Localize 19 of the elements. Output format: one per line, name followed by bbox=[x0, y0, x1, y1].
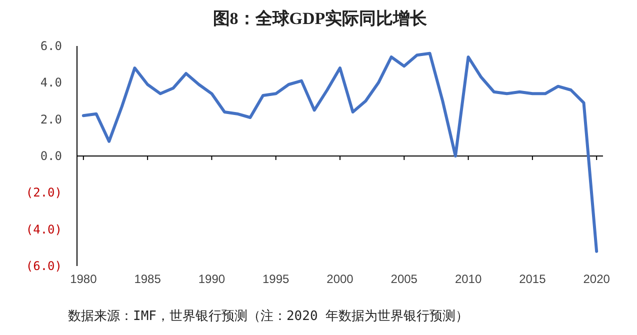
x-tick-label: 2015 bbox=[519, 272, 546, 286]
x-tick-label: 2000 bbox=[326, 272, 354, 286]
x-tick-label: 1995 bbox=[262, 272, 290, 286]
x-tick-label: 1990 bbox=[198, 272, 226, 286]
source-note: 数据来源：IMF，世界银行预测（注：2020 年数据为世界银行预测） bbox=[68, 309, 469, 324]
x-tick-label: 2005 bbox=[390, 272, 418, 286]
y-tick-label: (4.0) bbox=[26, 222, 62, 236]
y-tick-label: 2.0 bbox=[40, 112, 62, 126]
y-tick-label: 4.0 bbox=[40, 76, 62, 90]
x-tick-label: 1980 bbox=[70, 272, 98, 286]
x-tick-label: 2020 bbox=[583, 272, 610, 286]
x-tick-label: 2010 bbox=[454, 272, 482, 286]
y-tick-label: 0.0 bbox=[40, 149, 62, 163]
y-tick-label: 6.0 bbox=[40, 39, 62, 53]
y-tick-label: (6.0) bbox=[26, 259, 62, 273]
y-tick-label: (2.0) bbox=[26, 186, 62, 200]
chart-title: 图8：全球GDP实际同比增长 bbox=[212, 9, 428, 28]
line-series bbox=[82, 52, 598, 253]
x-tick-label: 1985 bbox=[134, 272, 162, 286]
